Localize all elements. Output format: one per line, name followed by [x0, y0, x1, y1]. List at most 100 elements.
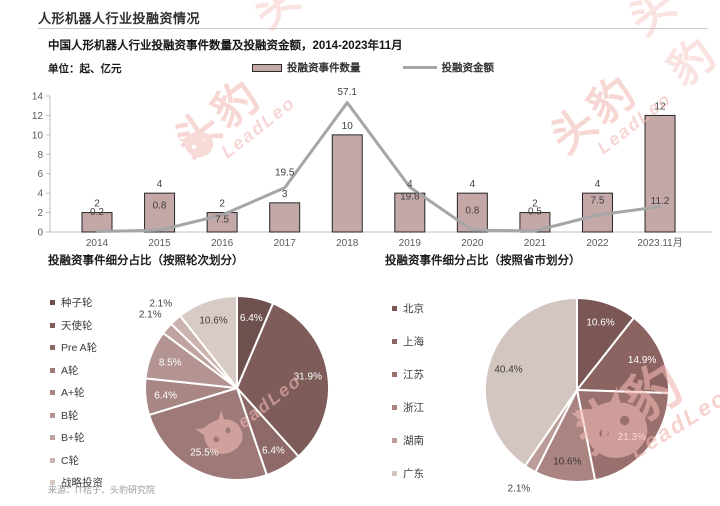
pie-slices: [484, 297, 670, 483]
legend-marker-icon: [392, 471, 397, 476]
pie-slice: [179, 295, 238, 389]
legend-item: 战略投资: [50, 475, 103, 490]
legend-item: 浙江: [392, 400, 424, 415]
pie-data-label: 21.3%: [618, 432, 646, 443]
pie-data-label: 10.6%: [199, 316, 227, 327]
pie-rounds-legend: 种子轮天使轮 Pre A轮 A轮 A+轮 B轮 B+轮 C轮战略投资: [50, 295, 103, 490]
bar-data-label: 4: [407, 179, 413, 190]
pie-data-label: 25.5%: [190, 447, 218, 458]
legend-item: C轮: [50, 453, 103, 468]
legend-marker-icon: [50, 390, 55, 395]
y-tick-label: 0: [37, 228, 43, 239]
line-swatch-icon: [402, 66, 437, 69]
line-labels: 0.2 0.8 7.5 19.5 57.1 19.8 0.8 0.5 7.5 11.2: [90, 87, 670, 225]
legend-item: Pre A轮: [50, 340, 103, 355]
leadleo-watermark: 头豹: [613, 0, 720, 98]
combo-bar-line-chart: 0 2 4 6 8 10 12 14 2 4 2 3 10 4 4 2 4 12 0.2 0.8 7.5 19.5 57.1…: [32, 87, 712, 249]
legend-item: 种子轮: [50, 295, 103, 310]
y-tick-label: 12: [32, 111, 44, 122]
legend-marker-icon: [392, 306, 397, 311]
legend-item: A轮: [50, 363, 103, 378]
unit-label: 单位：起、亿元: [48, 63, 122, 75]
line-data-label: 0.2: [90, 207, 104, 218]
pie-chart-rounds: 6.4% 31.9% 6.4% 25.5% 6.4% 8.5% 2.1%2.1% 10.6%: [139, 295, 331, 481]
watermark-cn: 头豹: [620, 0, 720, 96]
pie-data-label: 10.6%: [586, 318, 614, 329]
legend-marker-icon: [392, 405, 397, 410]
pie-data-label: 6.4%: [240, 313, 263, 324]
combo-chart-legend: 投融资事件数量 投融资金额: [252, 60, 494, 75]
legend-marker-icon: [50, 480, 55, 485]
legend-item: 江苏: [392, 367, 424, 382]
y-tick-label: 6: [37, 169, 43, 180]
x-tick-label: 2014: [86, 238, 109, 249]
pie-provinces-legend: 北京上海江苏浙江湖南广东: [392, 301, 424, 481]
bar-data-label: 4: [470, 179, 476, 190]
legend-marker-icon: [50, 345, 55, 350]
legend-item-label: 浙江: [403, 402, 424, 414]
bar: [644, 114, 676, 233]
legend-marker-icon: [50, 322, 55, 328]
legend-item-label: A轮: [61, 364, 79, 377]
legend-item: 上海: [392, 334, 424, 349]
legend-marker-icon: [392, 438, 397, 443]
legend-marker-icon: [50, 435, 55, 440]
line-data-label: 57.1: [338, 87, 358, 98]
legend-item: 广东: [392, 466, 424, 481]
pie-provinces-title: 投融资事件细分占比（按照省市划分）: [385, 255, 581, 267]
x-tick-label: 2021: [524, 238, 547, 249]
bar-data-label: 2: [94, 199, 100, 210]
bar-data-label: 4: [595, 179, 601, 190]
legend-item-label: 江苏: [403, 369, 424, 381]
bar-data-label: 4: [157, 179, 163, 190]
y-tick-label: 10: [32, 130, 44, 141]
pie-data-label: 2.1%: [139, 310, 162, 321]
pie-data-label: 6.4%: [262, 445, 285, 456]
legend-item-label: 种子轮: [61, 297, 93, 309]
pie-rounds-title: 投融资事件细分占比（按照轮次划分）: [48, 255, 244, 267]
leadleo-watermark: 头豹: [236, 0, 351, 41]
pie-data-label: 10.6%: [553, 457, 581, 468]
legend-marker-icon: [392, 339, 397, 344]
x-tick-label: 2018: [336, 238, 359, 249]
y-tick-label: 14: [32, 92, 44, 103]
line-data-label: 19.5: [275, 167, 295, 178]
legend-item-label: 投融资事件数量: [287, 62, 361, 74]
bar-swatch-icon: [252, 63, 282, 72]
watermark-cn: 头豹: [236, 0, 351, 41]
legend-item-label: 北京: [403, 303, 424, 315]
legend-item-label: 投融资金额: [441, 62, 495, 74]
pie-slice: [236, 302, 331, 458]
legend-item: B+轮: [50, 430, 103, 445]
bar: [331, 134, 363, 233]
line-data-label: 19.8: [400, 192, 420, 203]
legend-item-label: 战略投资: [61, 477, 103, 489]
pie-data-label: 31.9%: [294, 372, 322, 383]
pie-chart-provinces: 10.6% 14.9% 21.3% 10.6% 2.1% 40.4%: [484, 297, 670, 495]
line-data-label: 11.2: [651, 196, 670, 207]
pie-data-label: 14.9%: [628, 355, 656, 366]
line-data-label: 7.5: [591, 196, 605, 207]
source-note: 来源：IT桔子、头豹研究院: [48, 485, 155, 495]
x-tick-label: 2023.11月: [637, 237, 682, 249]
line-series: [95, 101, 662, 234]
x-tick-label: 2016: [211, 238, 234, 249]
legend-item: A+轮: [50, 385, 103, 400]
title-divider: [38, 28, 708, 29]
pie-data-label: 6.4%: [154, 390, 177, 401]
bar: [456, 192, 488, 233]
legend-item-bar-series: 投融资事件数量: [252, 60, 361, 75]
legend-item: B轮: [50, 408, 103, 423]
bar: [144, 192, 176, 233]
legend-marker-icon: [50, 367, 55, 373]
y-tick-label: 8: [37, 150, 43, 161]
legend-item-label: A+轮: [61, 387, 85, 399]
legend-item: 天使轮: [50, 318, 103, 333]
x-axis-labels: 2014 2015 2016 2017 2018 2019 2020 2021 2022 2023…: [86, 237, 683, 249]
legend-item: 湖南: [392, 433, 424, 448]
legend-item-label: C轮: [61, 454, 80, 467]
legend-item-label: B轮: [61, 409, 79, 422]
legend-marker-icon: [392, 372, 397, 377]
legend-marker-icon: [50, 300, 55, 305]
